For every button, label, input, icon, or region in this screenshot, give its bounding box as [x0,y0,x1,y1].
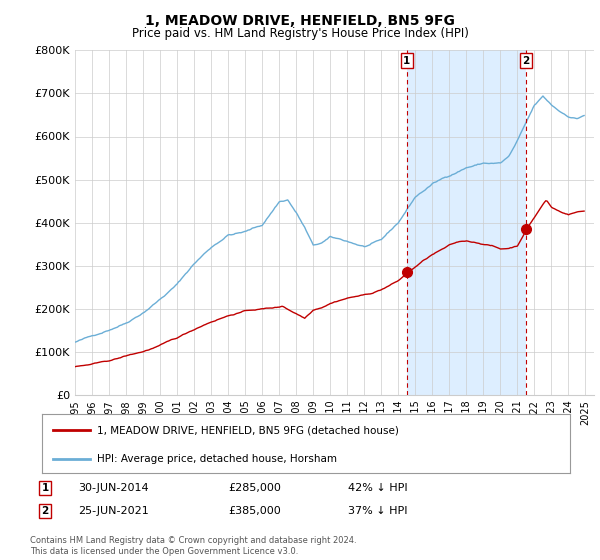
Text: 1: 1 [41,483,49,493]
Text: 25-JUN-2021: 25-JUN-2021 [78,506,149,516]
Text: 37% ↓ HPI: 37% ↓ HPI [348,506,407,516]
Text: Contains HM Land Registry data © Crown copyright and database right 2024.
This d: Contains HM Land Registry data © Crown c… [30,536,356,556]
Text: HPI: Average price, detached house, Horsham: HPI: Average price, detached house, Hors… [97,454,337,464]
Text: 1: 1 [403,55,410,66]
Text: £285,000: £285,000 [228,483,281,493]
Text: 2: 2 [41,506,49,516]
Text: Price paid vs. HM Land Registry's House Price Index (HPI): Price paid vs. HM Land Registry's House … [131,27,469,40]
Text: 1, MEADOW DRIVE, HENFIELD, BN5 9FG: 1, MEADOW DRIVE, HENFIELD, BN5 9FG [145,14,455,28]
Text: 30-JUN-2014: 30-JUN-2014 [78,483,149,493]
Text: 1, MEADOW DRIVE, HENFIELD, BN5 9FG (detached house): 1, MEADOW DRIVE, HENFIELD, BN5 9FG (deta… [97,425,400,435]
Text: 2: 2 [523,55,530,66]
Text: 42% ↓ HPI: 42% ↓ HPI [348,483,407,493]
Bar [407,50,526,395]
Text: £385,000: £385,000 [228,506,281,516]
